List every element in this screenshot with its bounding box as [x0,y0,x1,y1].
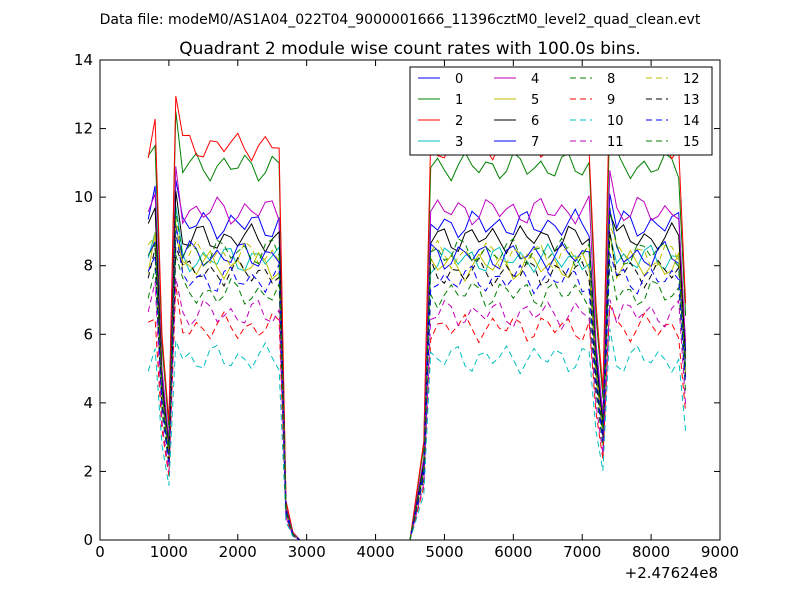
legend-label-11: 11 [607,135,624,150]
y-tick-label: 12 [74,120,93,138]
legend-label-13: 13 [683,93,700,108]
x-offset-label: +2.47624e8 [625,564,718,582]
legend-label-3: 3 [455,135,463,150]
series-line-14 [147,231,687,541]
legend-label-5: 5 [531,93,539,108]
legend-label-15: 15 [683,135,700,150]
y-tick-label: 6 [83,325,93,343]
x-tick-label: 6000 [494,543,532,561]
series-line-9 [147,285,687,541]
y-tick-label: 2 [83,462,93,480]
axis-ticks: 0 1000 2000 3000 4000 5000 6000 7000 8000 9000 0 2 4… [74,51,739,561]
y-tick-label: 14 [74,51,93,69]
series-line-0 [147,179,687,541]
series-line-10 [147,328,687,541]
x-tick-label: 2000 [219,543,257,561]
x-tick-label: 9000 [701,543,739,561]
y-tick-label: 8 [83,257,93,275]
legend-label-7: 7 [531,135,539,150]
series-line-12 [147,219,687,541]
series-line-11 [147,277,687,541]
y-tick-label: 10 [74,188,93,206]
series-line-13 [147,231,687,541]
x-tick-label: 3000 [288,543,326,561]
x-tick-label: 5000 [425,543,463,561]
chart-suptitle: Data file: modeM0/AS1A04_022T04_90000016… [100,12,701,28]
legend-label-8: 8 [607,72,615,87]
series-line-4 [147,166,687,541]
x-tick-label: 8000 [632,543,670,561]
legend-label-14: 14 [683,114,700,129]
legend-label-2: 2 [455,114,463,129]
legend-label-6: 6 [531,114,539,129]
plot-lines [147,84,687,541]
legend-label-4: 4 [531,72,539,87]
series-line-8 [147,254,687,541]
legend-label-9: 9 [607,93,615,108]
x-tick-label: 1000 [150,543,188,561]
x-tick-label: 4000 [356,543,394,561]
chart-title: Quadrant 2 module wise count rates with … [179,39,640,59]
x-tick-label: 7000 [563,543,601,561]
legend-label-12: 12 [683,72,700,87]
legend-label-10: 10 [607,114,624,129]
legend-label-1: 1 [455,93,463,108]
y-tick-label: 4 [83,394,93,412]
x-tick-label: 0 [95,543,105,561]
plot-frame [99,59,721,541]
legend-box [409,66,713,156]
legend-label-0: 0 [455,72,463,87]
y-tick-label: 0 [83,531,93,549]
series-line-15 [147,207,687,541]
